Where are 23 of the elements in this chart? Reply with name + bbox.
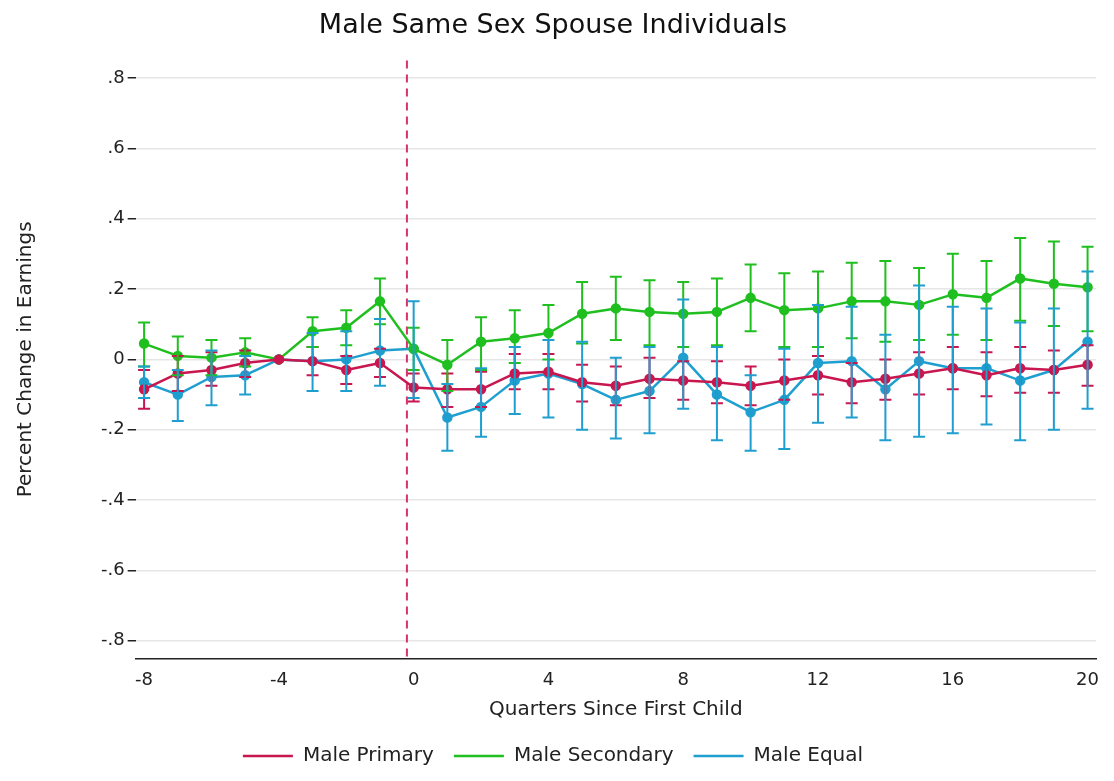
y-axis-title: Percent Change in Earnings xyxy=(12,221,37,498)
y-tick-label: -.8 xyxy=(101,628,125,650)
x-tick-label: 20 xyxy=(1076,667,1100,689)
y-tick-label: .4 xyxy=(107,206,125,228)
y-tick-label: -.6 xyxy=(101,558,125,580)
x-tick-label: -8 xyxy=(135,667,154,689)
y-tick-label: .6 xyxy=(107,136,125,158)
chart-title: Male Same Sex Spouse Individuals xyxy=(318,8,788,40)
x-tick-label: 12 xyxy=(806,667,830,689)
x-tick-label: 0 xyxy=(407,667,420,689)
y-tick-label: 0 xyxy=(113,347,125,369)
x-tick-label: 8 xyxy=(677,667,689,689)
y-tick-label: -.4 xyxy=(101,487,125,509)
x-tick-label: 4 xyxy=(542,667,555,689)
y-tick-label: .8 xyxy=(107,65,125,87)
legend-label: Male Equal xyxy=(753,742,864,767)
legend-label: Male Primary xyxy=(302,742,435,767)
x-axis-title: Quarters Since First Child xyxy=(489,696,743,721)
x-tick-label: -4 xyxy=(269,667,288,689)
x-tick-label: 16 xyxy=(941,667,965,689)
legend-label: Male Secondary xyxy=(513,742,674,767)
y-tick-label: -.2 xyxy=(101,417,125,439)
y-tick-label: .2 xyxy=(107,276,125,298)
